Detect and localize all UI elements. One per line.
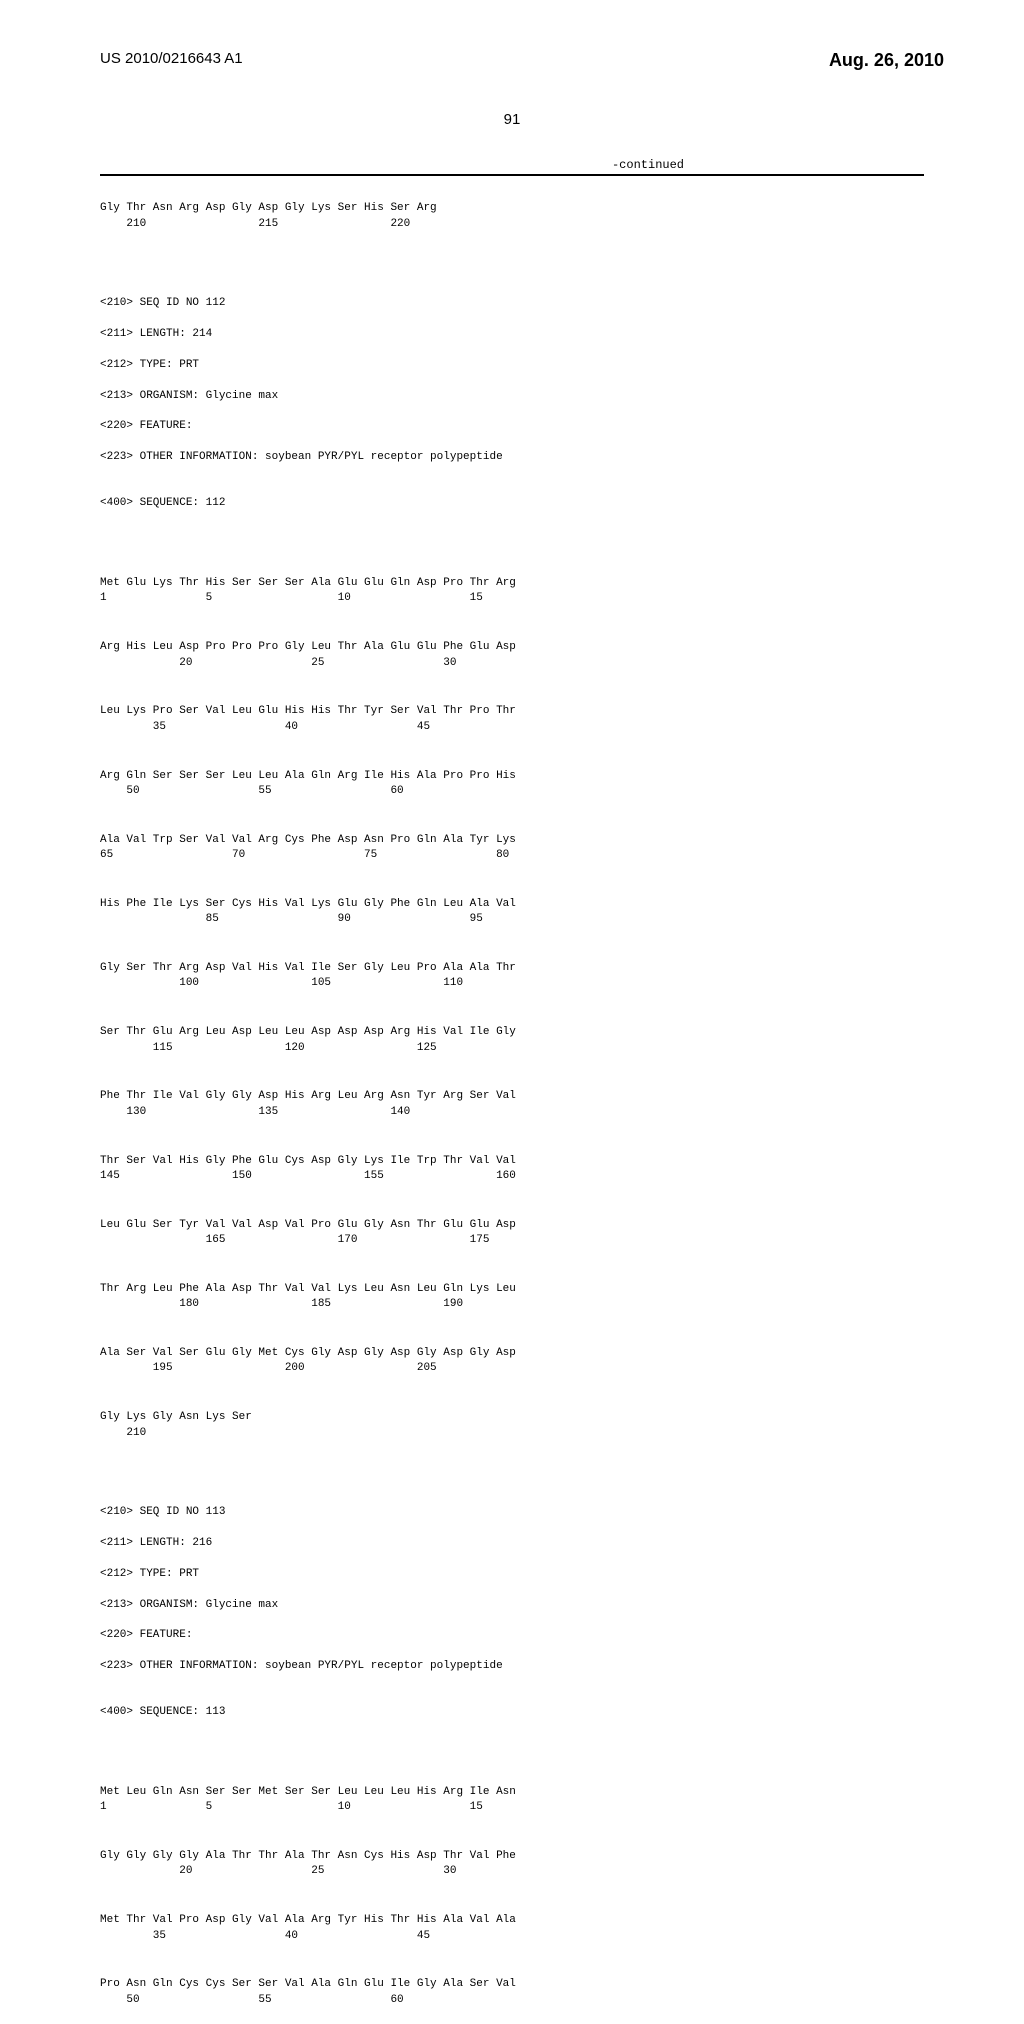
number-row: 210 215 220	[100, 217, 924, 232]
residue-row: Ser Thr Glu Arg Leu Asp Leu Leu Asp Asp …	[100, 1025, 924, 1040]
hdr-line: <400> SEQUENCE: 113	[100, 1705, 924, 1720]
seq112-row: Ala Ser Val Ser Glu Gly Met Cys Gly Asp …	[100, 1346, 924, 1377]
hdr-line: <220> FEATURE:	[100, 419, 924, 434]
number-row: 20 25 30	[100, 656, 924, 671]
number-row: 85 90 95	[100, 912, 924, 927]
seq112-row: Thr Arg Leu Phe Ala Asp Thr Val Val Lys …	[100, 1282, 924, 1313]
number-row: 20 25 30	[100, 1864, 924, 1879]
hdr-line: <212> TYPE: PRT	[100, 358, 924, 373]
residue-row: Met Thr Val Pro Asp Gly Val Ala Arg Tyr …	[100, 1913, 924, 1928]
number-row: 50 55 60	[100, 1993, 924, 2008]
number-row: 50 55 60	[100, 784, 924, 799]
seq113-header: <210> SEQ ID NO 113 <211> LENGTH: 216 <2…	[100, 1490, 924, 1736]
number-row: 1 5 10 15	[100, 591, 924, 606]
number-row: 35 40 45	[100, 720, 924, 735]
seq113-row: Met Leu Gln Asn Ser Ser Met Ser Ser Leu …	[100, 1785, 924, 1816]
continued-label: -continued	[0, 158, 1024, 172]
residue-row: Pro Asn Gln Cys Cys Ser Ser Val Ala Gln …	[100, 1977, 924, 1992]
seq-prev-tail: Gly Thr Asn Arg Asp Gly Asp Gly Lys Ser …	[100, 201, 924, 232]
seq112-row: His Phe Ile Lys Ser Cys His Val Lys Glu …	[100, 897, 924, 928]
residue-row: Ala Ser Val Ser Glu Gly Met Cys Gly Asp …	[100, 1346, 924, 1361]
hdr-line: <400> SEQUENCE: 112	[100, 496, 924, 511]
seq113-row: Gly Gly Gly Gly Ala Thr Thr Ala Thr Asn …	[100, 1849, 924, 1880]
residue-row: Leu Glu Ser Tyr Val Val Asp Val Pro Glu …	[100, 1218, 924, 1233]
seq112-row: Thr Ser Val His Gly Phe Glu Cys Asp Gly …	[100, 1154, 924, 1185]
number-row: 130 135 140	[100, 1105, 924, 1120]
hdr-line: <210> SEQ ID NO 112	[100, 296, 924, 311]
seq112-row: Gly Ser Thr Arg Asp Val His Val Ile Ser …	[100, 961, 924, 992]
page-number: 91	[0, 111, 1024, 128]
residue-row: Phe Thr Ile Val Gly Gly Asp His Arg Leu …	[100, 1089, 924, 1104]
hdr-line: <213> ORGANISM: Glycine max	[100, 389, 924, 404]
seq113-row: Met Thr Val Pro Asp Gly Val Ala Arg Tyr …	[100, 1913, 924, 1944]
seq112-row: Leu Lys Pro Ser Val Leu Glu His His Thr …	[100, 704, 924, 735]
seq112-row: Met Glu Lys Thr His Ser Ser Ser Ala Glu …	[100, 576, 924, 607]
residue-row: Arg His Leu Asp Pro Pro Pro Gly Leu Thr …	[100, 640, 924, 655]
residue-row: Thr Arg Leu Phe Ala Asp Thr Val Val Lys …	[100, 1282, 924, 1297]
page-header: US 2010/0216643 A1 Aug. 26, 2010	[0, 0, 1024, 81]
residue-row: Met Glu Lys Thr His Ser Ser Ser Ala Glu …	[100, 576, 924, 591]
number-row: 165 170 175	[100, 1233, 924, 1248]
residue-row: His Phe Ile Lys Ser Cys His Val Lys Glu …	[100, 897, 924, 912]
sequence-content: Gly Thr Asn Arg Asp Gly Asp Gly Lys Ser …	[0, 176, 1024, 2024]
publication-number: US 2010/0216643 A1	[100, 50, 243, 71]
hdr-line: <212> TYPE: PRT	[100, 1567, 924, 1582]
publication-date: Aug. 26, 2010	[829, 50, 944, 71]
residue-row: Gly Lys Gly Asn Lys Ser	[100, 1410, 924, 1425]
number-row: 65 70 75 80	[100, 848, 924, 863]
residue-row: Met Leu Gln Asn Ser Ser Met Ser Ser Leu …	[100, 1785, 924, 1800]
seq112-header: <210> SEQ ID NO 112 <211> LENGTH: 214 <2…	[100, 281, 924, 527]
number-row: 180 185 190	[100, 1297, 924, 1312]
number-row: 100 105 110	[100, 976, 924, 991]
residue-row: Ala Val Trp Ser Val Val Arg Cys Phe Asp …	[100, 833, 924, 848]
hdr-line: <211> LENGTH: 214	[100, 327, 924, 342]
hdr-line: <220> FEATURE:	[100, 1628, 924, 1643]
number-row: 145 150 155 160	[100, 1169, 924, 1184]
hdr-line: <223> OTHER INFORMATION: soybean PYR/PYL…	[100, 450, 924, 465]
number-row: 195 200 205	[100, 1361, 924, 1376]
seq112-row: Ser Thr Glu Arg Leu Asp Leu Leu Asp Asp …	[100, 1025, 924, 1056]
number-row: 1 5 10 15	[100, 1800, 924, 1815]
seq112-row: Gly Lys Gly Asn Lys Ser 210	[100, 1410, 924, 1441]
seq112-row: Leu Glu Ser Tyr Val Val Asp Val Pro Glu …	[100, 1218, 924, 1249]
hdr-line: <213> ORGANISM: Glycine max	[100, 1598, 924, 1613]
number-row: 115 120 125	[100, 1041, 924, 1056]
residue-row: Thr Ser Val His Gly Phe Glu Cys Asp Gly …	[100, 1154, 924, 1169]
number-row: 35 40 45	[100, 1929, 924, 1944]
seq112-row: Ala Val Trp Ser Val Val Arg Cys Phe Asp …	[100, 833, 924, 864]
residue-row: Leu Lys Pro Ser Val Leu Glu His His Thr …	[100, 704, 924, 719]
seq113-row: Pro Asn Gln Cys Cys Ser Ser Val Ala Gln …	[100, 1977, 924, 2008]
residue-row: Arg Gln Ser Ser Ser Leu Leu Ala Gln Arg …	[100, 769, 924, 784]
seq112-row: Arg His Leu Asp Pro Pro Pro Gly Leu Thr …	[100, 640, 924, 671]
hdr-line: <210> SEQ ID NO 113	[100, 1505, 924, 1520]
hdr-line: <223> OTHER INFORMATION: soybean PYR/PYL…	[100, 1659, 924, 1674]
hdr-line: <211> LENGTH: 216	[100, 1536, 924, 1551]
residue-row: Gly Gly Gly Gly Ala Thr Thr Ala Thr Asn …	[100, 1849, 924, 1864]
seq112-row: Arg Gln Ser Ser Ser Leu Leu Ala Gln Arg …	[100, 769, 924, 800]
number-row: 210	[100, 1426, 924, 1441]
residue-row: Gly Ser Thr Arg Asp Val His Val Ile Ser …	[100, 961, 924, 976]
residue-row: Gly Thr Asn Arg Asp Gly Asp Gly Lys Ser …	[100, 201, 924, 216]
seq112-row: Phe Thr Ile Val Gly Gly Asp His Arg Leu …	[100, 1089, 924, 1120]
